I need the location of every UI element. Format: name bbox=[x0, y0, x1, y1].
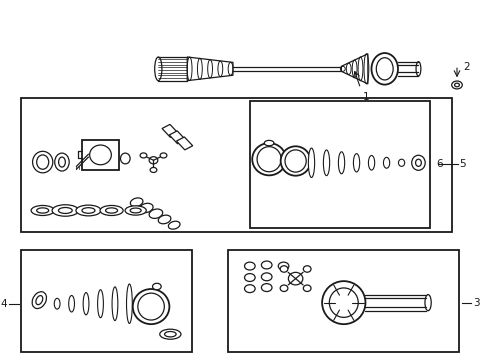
Ellipse shape bbox=[338, 152, 344, 174]
Ellipse shape bbox=[105, 208, 117, 213]
Bar bbox=[228, 250, 458, 352]
Ellipse shape bbox=[138, 293, 164, 320]
Text: 5: 5 bbox=[458, 159, 465, 169]
Ellipse shape bbox=[244, 274, 255, 282]
Ellipse shape bbox=[280, 266, 287, 272]
Bar bbox=[176, 137, 192, 150]
Ellipse shape bbox=[308, 148, 314, 177]
Ellipse shape bbox=[83, 293, 89, 315]
Ellipse shape bbox=[37, 208, 49, 213]
Ellipse shape bbox=[353, 154, 359, 172]
Polygon shape bbox=[341, 54, 367, 84]
Ellipse shape bbox=[37, 155, 49, 169]
Ellipse shape bbox=[130, 198, 142, 207]
Ellipse shape bbox=[150, 167, 157, 172]
Ellipse shape bbox=[152, 283, 161, 290]
Ellipse shape bbox=[323, 150, 329, 176]
Bar bbox=[162, 125, 178, 137]
Ellipse shape bbox=[140, 153, 146, 158]
Ellipse shape bbox=[411, 155, 425, 170]
Ellipse shape bbox=[160, 153, 166, 158]
Ellipse shape bbox=[398, 159, 404, 166]
Ellipse shape bbox=[120, 153, 130, 164]
Bar bbox=[82, 140, 118, 170]
Ellipse shape bbox=[154, 57, 162, 81]
Text: 2: 2 bbox=[462, 62, 468, 72]
Ellipse shape bbox=[133, 289, 169, 324]
Ellipse shape bbox=[158, 215, 170, 224]
Ellipse shape bbox=[33, 151, 53, 173]
Ellipse shape bbox=[280, 146, 310, 176]
Ellipse shape bbox=[278, 262, 288, 270]
Ellipse shape bbox=[130, 208, 141, 213]
Ellipse shape bbox=[98, 290, 103, 318]
Ellipse shape bbox=[454, 83, 458, 87]
Ellipse shape bbox=[383, 157, 389, 168]
Ellipse shape bbox=[126, 284, 132, 323]
Ellipse shape bbox=[261, 261, 271, 269]
Bar bbox=[249, 101, 429, 228]
Ellipse shape bbox=[261, 273, 271, 281]
Text: 6: 6 bbox=[435, 159, 442, 169]
Ellipse shape bbox=[285, 150, 305, 172]
Polygon shape bbox=[187, 57, 232, 81]
Ellipse shape bbox=[376, 58, 392, 80]
Ellipse shape bbox=[244, 262, 255, 270]
Ellipse shape bbox=[168, 221, 180, 229]
Ellipse shape bbox=[55, 153, 69, 171]
Ellipse shape bbox=[415, 62, 420, 76]
Ellipse shape bbox=[424, 294, 430, 311]
Ellipse shape bbox=[112, 287, 118, 320]
Ellipse shape bbox=[415, 159, 421, 166]
Ellipse shape bbox=[244, 285, 255, 293]
Ellipse shape bbox=[69, 296, 74, 312]
Ellipse shape bbox=[149, 157, 158, 164]
Ellipse shape bbox=[322, 281, 365, 324]
Ellipse shape bbox=[451, 81, 461, 89]
Ellipse shape bbox=[139, 203, 153, 213]
Ellipse shape bbox=[303, 266, 310, 272]
Bar bbox=[169, 131, 185, 144]
Ellipse shape bbox=[280, 285, 287, 292]
Ellipse shape bbox=[82, 208, 95, 213]
Ellipse shape bbox=[257, 147, 281, 172]
Ellipse shape bbox=[100, 206, 123, 216]
Ellipse shape bbox=[59, 207, 72, 213]
Ellipse shape bbox=[76, 205, 101, 216]
Ellipse shape bbox=[164, 332, 176, 337]
Ellipse shape bbox=[264, 140, 273, 146]
Ellipse shape bbox=[89, 145, 111, 165]
Ellipse shape bbox=[288, 273, 302, 285]
Ellipse shape bbox=[52, 205, 79, 216]
Ellipse shape bbox=[303, 285, 310, 292]
Ellipse shape bbox=[125, 206, 146, 215]
Bar bbox=[21, 98, 451, 232]
Text: 1: 1 bbox=[363, 92, 369, 102]
Ellipse shape bbox=[31, 206, 54, 216]
Ellipse shape bbox=[54, 298, 60, 309]
Ellipse shape bbox=[367, 156, 374, 170]
Ellipse shape bbox=[149, 209, 163, 219]
Ellipse shape bbox=[59, 157, 65, 167]
Text: 3: 3 bbox=[472, 298, 479, 308]
Ellipse shape bbox=[328, 288, 358, 318]
Ellipse shape bbox=[160, 329, 181, 339]
Ellipse shape bbox=[32, 292, 46, 309]
Text: 4: 4 bbox=[1, 299, 7, 309]
Ellipse shape bbox=[252, 143, 285, 175]
Ellipse shape bbox=[261, 284, 271, 292]
Ellipse shape bbox=[36, 296, 42, 305]
Bar bbox=[21, 250, 192, 352]
Ellipse shape bbox=[371, 53, 397, 85]
